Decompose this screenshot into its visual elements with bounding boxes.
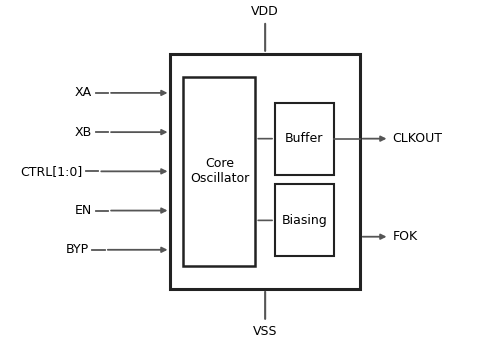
Text: Biasing: Biasing <box>281 214 327 227</box>
FancyBboxPatch shape <box>275 103 334 175</box>
Text: EN: EN <box>75 204 92 217</box>
FancyBboxPatch shape <box>275 184 334 256</box>
FancyBboxPatch shape <box>170 54 360 289</box>
FancyBboxPatch shape <box>183 76 255 266</box>
Text: XB: XB <box>75 125 92 139</box>
Text: VDD: VDD <box>251 5 279 18</box>
Text: VSS: VSS <box>253 325 277 338</box>
Text: CLKOUT: CLKOUT <box>393 132 443 145</box>
Text: CTRL[1:0]: CTRL[1:0] <box>20 165 82 178</box>
Text: BYP: BYP <box>66 243 89 256</box>
Text: FOK: FOK <box>393 230 418 243</box>
Text: XA: XA <box>75 86 92 99</box>
Text: Core
Oscillator: Core Oscillator <box>190 157 249 185</box>
Text: Buffer: Buffer <box>285 132 324 145</box>
